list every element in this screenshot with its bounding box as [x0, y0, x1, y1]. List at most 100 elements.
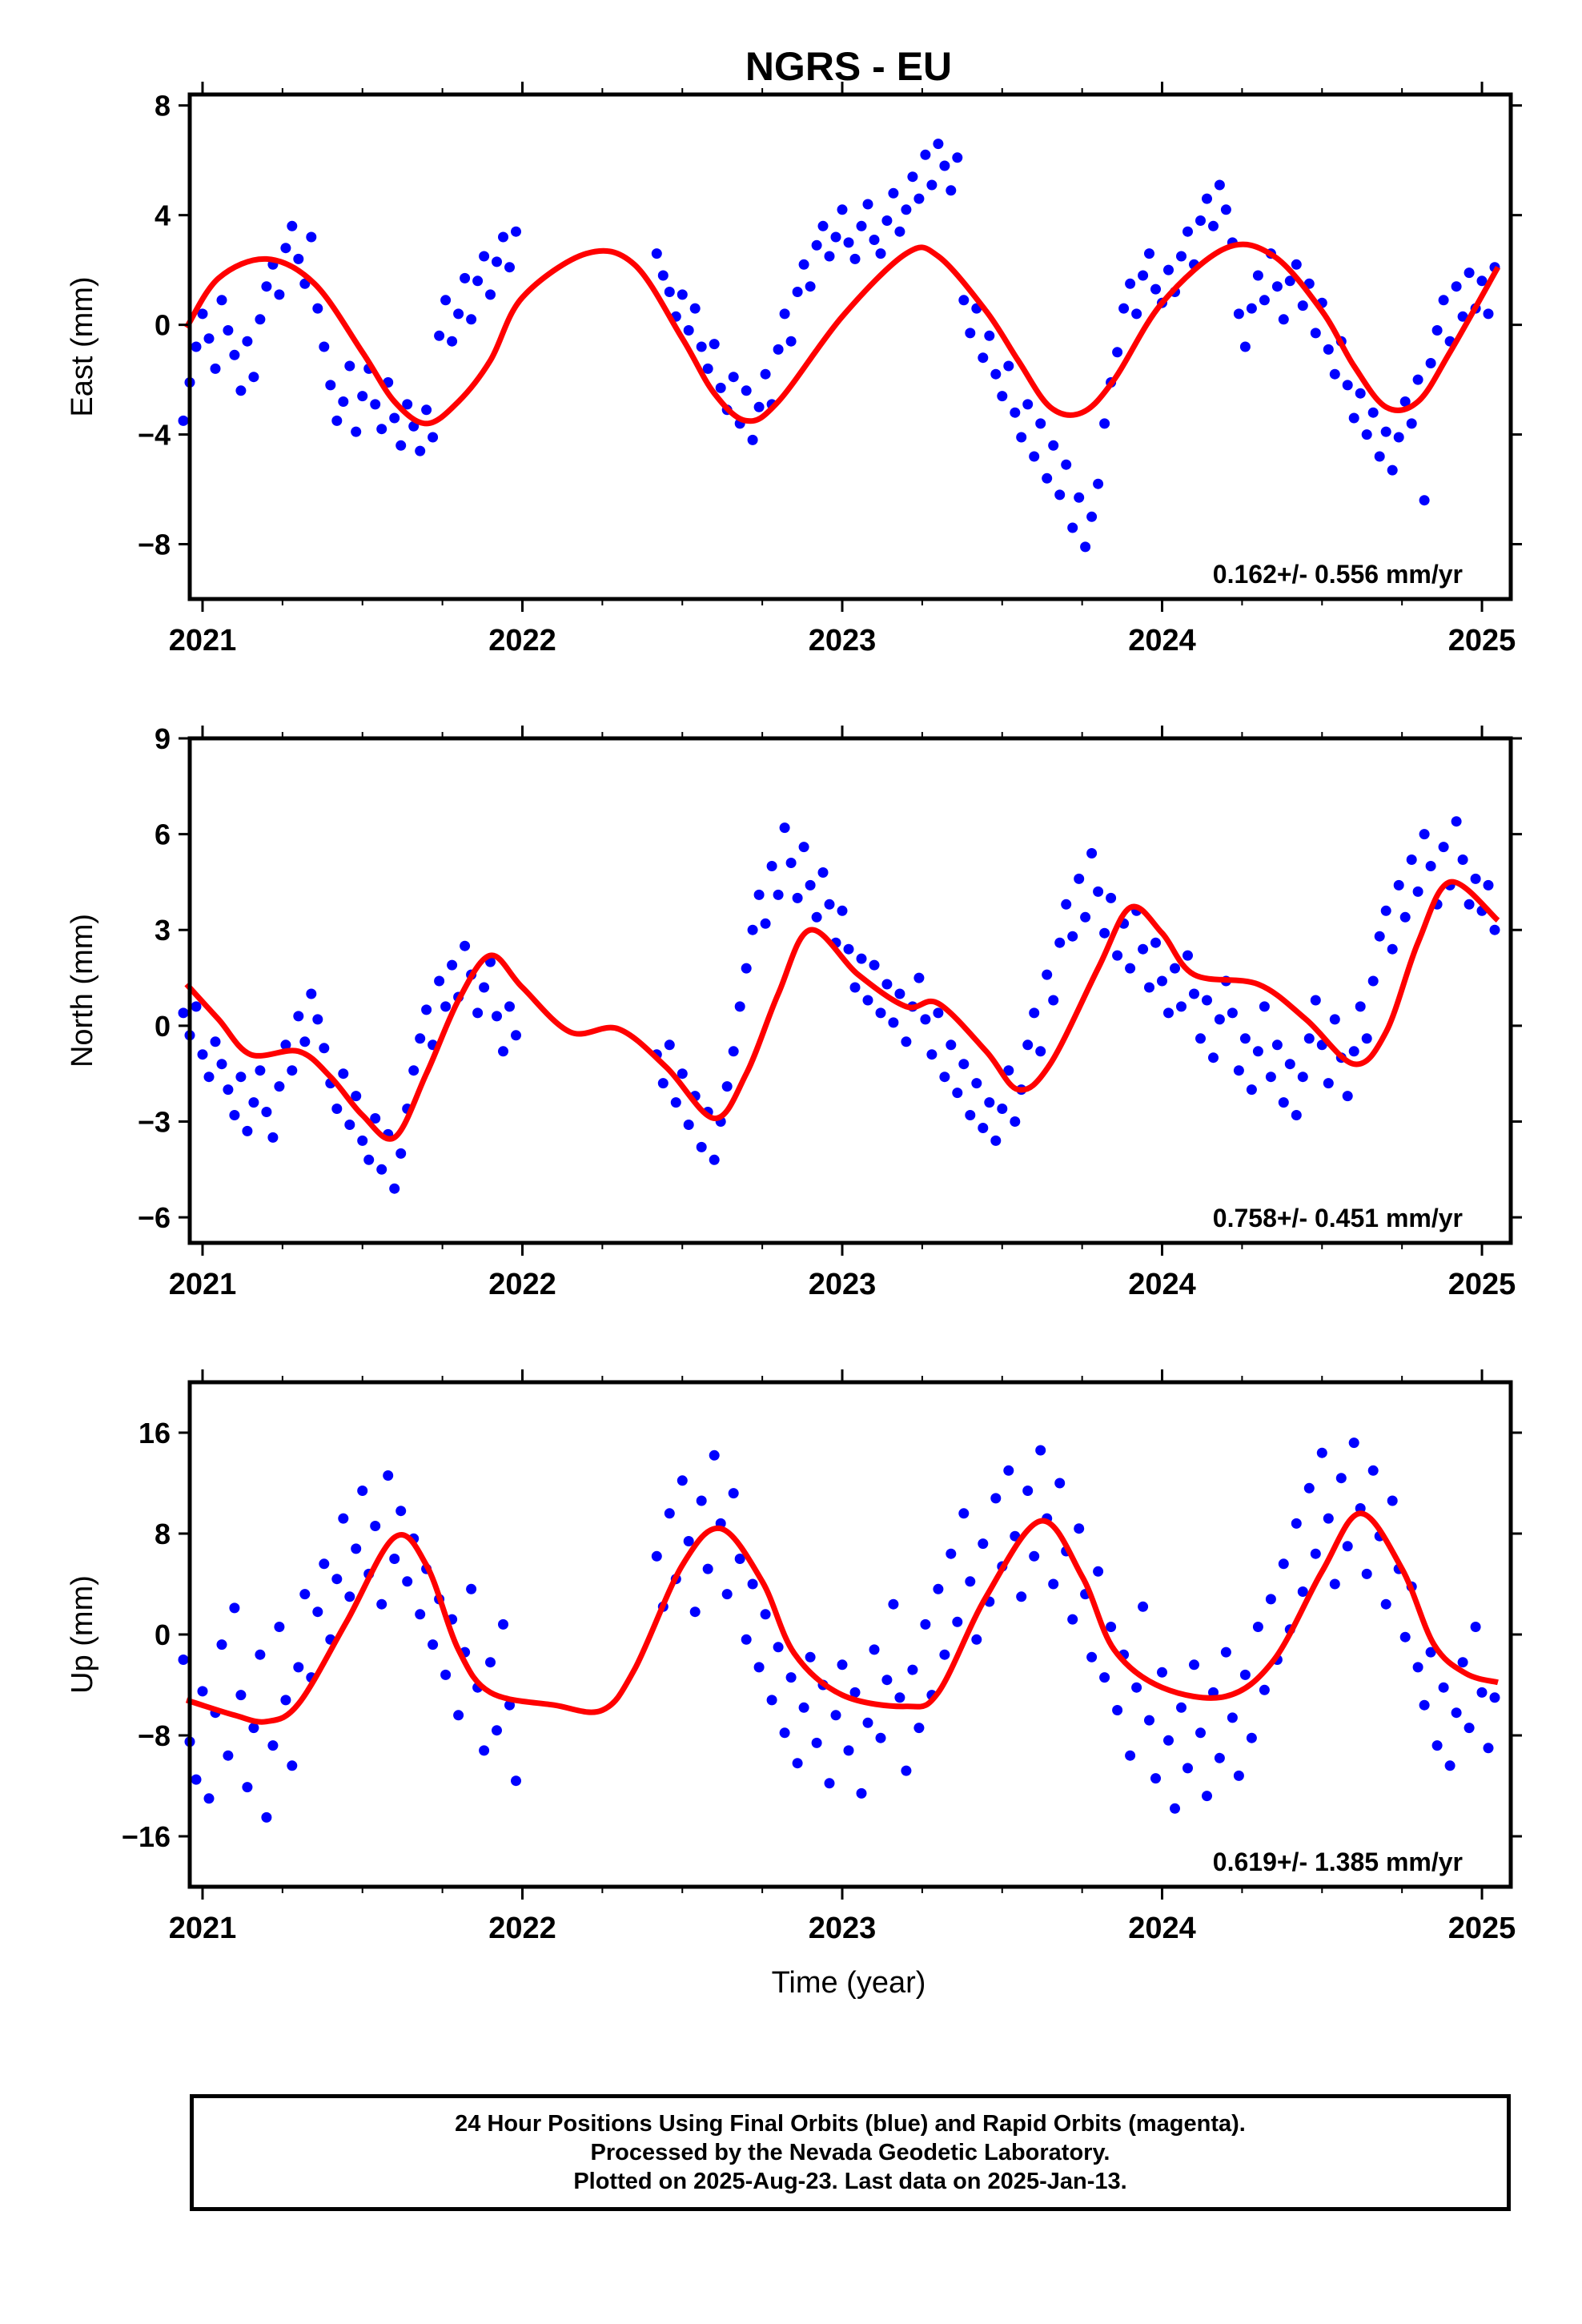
up-data-point: [1246, 1732, 1257, 1743]
east-data-point: [351, 426, 362, 437]
up-data-point: [485, 1657, 496, 1668]
east-data-point: [824, 251, 835, 262]
east-data-point: [255, 314, 266, 325]
north-data-point: [997, 1104, 1008, 1114]
east-data-point: [1118, 303, 1130, 314]
north-data-point: [741, 963, 752, 974]
north-data-point: [1412, 886, 1423, 897]
east-data-point: [728, 372, 739, 383]
up-data-point: [357, 1486, 368, 1496]
up-data-point: [1476, 1687, 1488, 1698]
up-data-point: [920, 1618, 931, 1630]
east-data-point: [1355, 388, 1366, 399]
up-data-point: [396, 1506, 407, 1517]
east-data-point: [178, 415, 189, 426]
up-data-point: [1138, 1601, 1149, 1612]
east-data-point: [191, 341, 202, 352]
east-y-tick-label: 4: [155, 199, 171, 232]
up-data-point: [267, 1740, 279, 1751]
north-data-point: [1195, 1033, 1206, 1044]
up-data-point: [1202, 1791, 1212, 1802]
north-data-point: [1182, 950, 1193, 961]
north-data-point: [1035, 1046, 1046, 1057]
panel-up: 16 8 0 −8 −16 2021 2022 2023 2024 2025 Up (mm) 0.61…: [66, 1369, 1522, 1945]
east-data-point: [1086, 511, 1098, 522]
north-data-point: [747, 924, 758, 935]
up-data-point: [741, 1634, 752, 1645]
north-data-point: [1086, 848, 1098, 858]
east-data-point: [1399, 396, 1411, 407]
north-data-point: [267, 1132, 279, 1143]
up-data-point: [709, 1449, 720, 1461]
east-data-point: [805, 281, 816, 292]
east-data-point: [817, 220, 829, 231]
east-data-point: [415, 445, 426, 456]
north-data-point: [1233, 1065, 1244, 1076]
up-data-point: [1176, 1702, 1186, 1713]
north-data-point: [696, 1141, 707, 1152]
east-data-point: [402, 399, 413, 410]
east-data-point: [370, 399, 381, 410]
east-data-point: [1022, 399, 1034, 410]
north-data-point: [338, 1068, 349, 1080]
up-data-point: [1214, 1752, 1225, 1763]
up-data-point: [1291, 1518, 1302, 1529]
north-data-point: [664, 1039, 675, 1051]
east-data-point: [1125, 278, 1136, 289]
up-data-point: [785, 1672, 797, 1683]
up-data-point: [862, 1717, 873, 1728]
up-data-point: [728, 1488, 739, 1499]
east-data-point: [677, 289, 688, 300]
north-data-point: [1054, 937, 1066, 948]
up-rate-label: 0.619+/- 1.385 mm/yr: [1213, 1848, 1463, 1876]
up-data-point: [849, 1687, 861, 1698]
up-data-point: [1483, 1743, 1494, 1754]
north-data-point: [492, 1011, 502, 1022]
east-data-point: [741, 385, 752, 396]
north-data-point: [1099, 927, 1110, 939]
up-model-curve: [185, 1510, 1499, 1725]
east-data-point: [651, 248, 662, 259]
up-data-point: [1348, 1437, 1359, 1449]
east-data-point: [760, 368, 771, 380]
north-data-point: [1029, 1007, 1040, 1019]
north-data-point: [498, 1046, 508, 1057]
north-data-point: [1202, 995, 1212, 1006]
up-data-point: [1419, 1699, 1430, 1711]
up-data-point: [760, 1609, 771, 1620]
up-data-point: [492, 1725, 502, 1736]
north-data-point: [760, 918, 771, 929]
up-data-point: [971, 1634, 982, 1645]
north-data-point: [1138, 943, 1149, 955]
east-plot-frame: [187, 92, 1513, 601]
north-data-point: [1003, 1065, 1014, 1076]
north-data-point: [721, 1081, 733, 1092]
north-data-point: [824, 899, 835, 910]
east-y-tick-label: −4: [138, 419, 171, 452]
east-data-point: [1067, 522, 1078, 533]
north-data-point: [894, 988, 905, 999]
up-data-point: [248, 1723, 259, 1734]
up-data-point: [798, 1702, 809, 1713]
north-data-point: [984, 1097, 995, 1108]
east-data-point: [466, 314, 477, 325]
caption-box: 24 Hour Positions Using Final Orbits (bl…: [190, 2094, 1511, 2211]
north-data-point: [351, 1091, 362, 1102]
up-data-point: [466, 1583, 477, 1594]
up-data-point: [1163, 1735, 1174, 1746]
north-data-point: [1483, 879, 1494, 891]
up-data-point: [1438, 1682, 1449, 1693]
north-data-point: [1157, 975, 1167, 987]
east-data-point: [1054, 489, 1066, 501]
north-data-point: [203, 1072, 215, 1083]
east-data-point: [1380, 426, 1391, 437]
north-data-point: [805, 879, 816, 891]
north-data-point: [370, 1113, 381, 1124]
east-data-point: [485, 289, 496, 300]
east-y-tick-label: 0: [155, 309, 171, 342]
north-data-point: [677, 1068, 688, 1080]
up-data-point: [235, 1690, 247, 1701]
east-data-point: [1150, 283, 1161, 295]
east-data-point: [1176, 251, 1186, 262]
east-data-point: [1182, 226, 1193, 237]
